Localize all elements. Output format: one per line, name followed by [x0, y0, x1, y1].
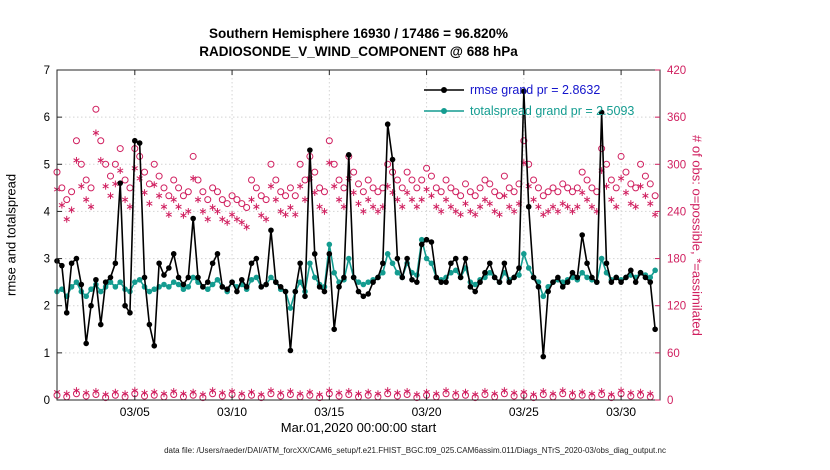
tick-labels: 0 1 2 3 4 5 6 7 0 60 120 180 240 300 360 420 03/05 03/10 0…: [44, 65, 687, 419]
svg-text:03/15: 03/15: [314, 405, 344, 419]
legend-entry-0: rmse grand pr = 2.8632: [424, 83, 600, 97]
svg-text:totalspread grand pr = 2.5093: totalspread grand pr = 2.5093: [470, 104, 634, 118]
svg-text:0: 0: [44, 395, 50, 407]
svg-text:03/30: 03/30: [606, 405, 636, 419]
series-rmse: [54, 88, 658, 360]
svg-text:6: 6: [44, 112, 50, 124]
chart-title-line1: Southern Hemisphere 16930 / 17486 = 96.8…: [208, 26, 509, 41]
svg-text:300: 300: [667, 159, 686, 171]
svg-text:4: 4: [44, 206, 51, 218]
grid-lines: [57, 69, 660, 401]
svg-text:5: 5: [44, 159, 50, 171]
svg-text:7: 7: [44, 65, 50, 77]
legend: rmse grand pr = 2.8632 totalspread grand …: [424, 83, 634, 118]
series-num-obs-possible: [53, 105, 659, 211]
svg-text:3: 3: [44, 254, 50, 266]
svg-text:420: 420: [667, 65, 686, 77]
series-num-obs-assimilated: [53, 129, 659, 231]
svg-text:360: 360: [667, 112, 686, 124]
svg-text:rmse grand pr = 2.8632: rmse grand pr = 2.8632: [470, 83, 600, 97]
svg-text:0: 0: [667, 395, 673, 407]
svg-text:03/20: 03/20: [412, 405, 442, 419]
svg-text:120: 120: [667, 301, 686, 313]
axes-box: [56, 69, 661, 401]
legend-entry-1: totalspread grand pr = 2.5093: [424, 104, 634, 118]
svg-text:240: 240: [667, 206, 686, 218]
x-axis-label: Mar.01,2020 00:00:00 start: [280, 420, 437, 435]
svg-text:2: 2: [44, 301, 50, 313]
svg-text:03/05: 03/05: [120, 405, 150, 419]
svg-text:1: 1: [44, 348, 50, 360]
svg-text:03/10: 03/10: [217, 405, 247, 419]
series-num-obs-assimilated-low: [53, 387, 654, 398]
svg-text:03/25: 03/25: [509, 405, 539, 419]
svg-text:60: 60: [667, 348, 680, 360]
svg-text:180: 180: [667, 254, 686, 266]
chart-title-line2: RADIOSONDE_V_WIND_COMPONENT @ 688 hPa: [199, 44, 518, 59]
y-axis-label-right: # of obs: o=possible, *=assimilated: [689, 134, 705, 336]
data-file-path: data file: /Users/raeder/DAI/ATM_forcXX/…: [164, 446, 666, 455]
